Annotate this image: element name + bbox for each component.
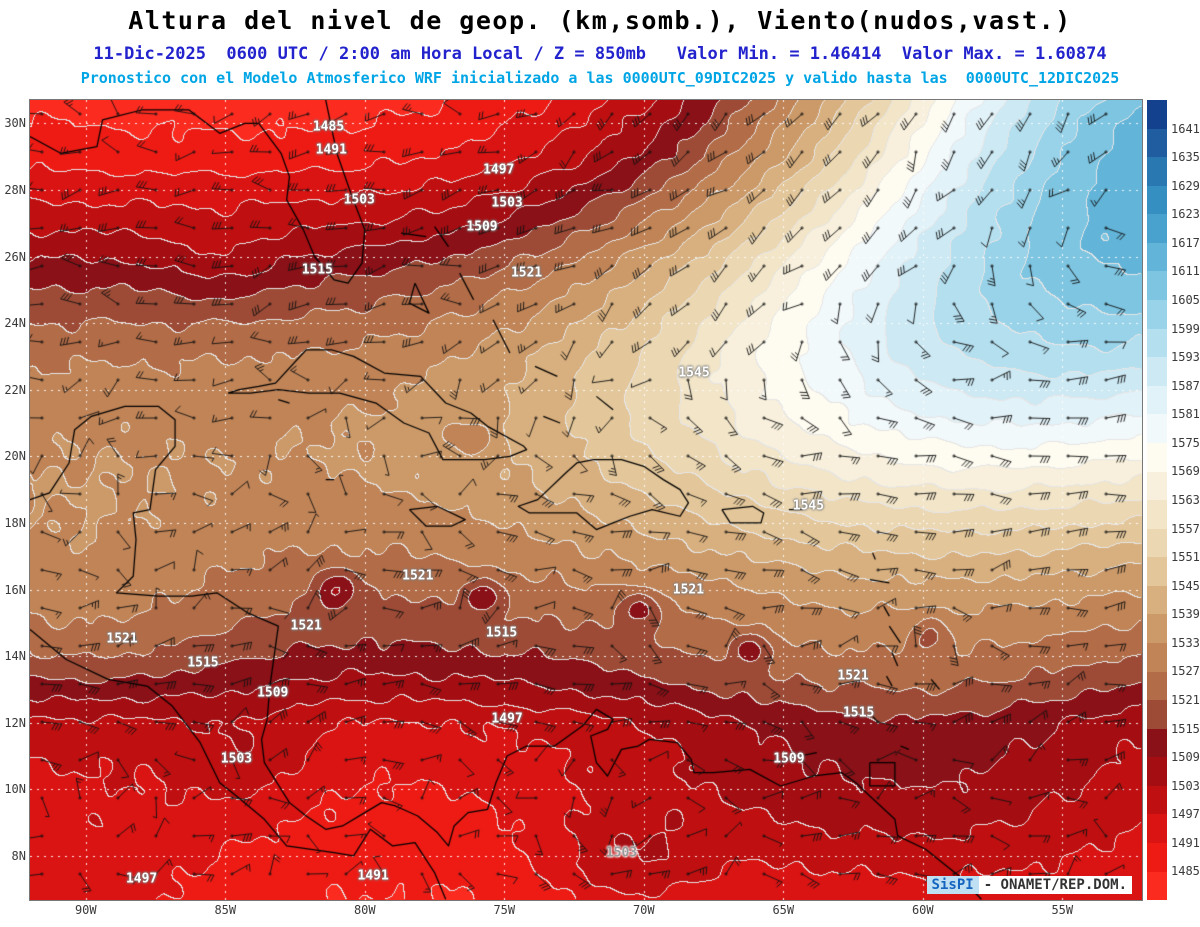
colorbar-cell — [1147, 157, 1167, 186]
lat-tick-label: 26N — [4, 249, 26, 264]
colorbar-cell — [1147, 471, 1167, 501]
lon-tick-label: 55W — [1051, 903, 1074, 917]
map-canvas — [30, 100, 1142, 900]
colorbar-tick-label: 1533 — [1171, 635, 1200, 650]
lat-tick-label: 30N — [4, 116, 26, 131]
colorbar-cell — [1147, 614, 1167, 643]
colorbar-cell — [1147, 757, 1167, 786]
colorbar-cell — [1147, 385, 1167, 415]
lon-tick-label: 80W — [353, 903, 376, 917]
colorbar-cell — [1147, 671, 1167, 701]
lon-tick-label: 90W — [74, 903, 97, 917]
colorbar-labels: 1641 1635 1629 1623 1617 1611 1605 1599 1593 1587… — [1171, 100, 1200, 900]
colorbar-tick-label: 1527 — [1171, 664, 1200, 679]
lat-tick-label: 10N — [4, 782, 26, 797]
colorbar-tick-label: 1551 — [1171, 550, 1200, 565]
colorbar-tick-label: 1545 — [1171, 578, 1200, 593]
lon-tick-label: 85W — [214, 903, 237, 917]
colorbar-tick-label: 1593 — [1171, 350, 1200, 365]
page-title: Altura del nivel de geop. (km,somb.), Vi… — [128, 6, 1072, 35]
lon-tick-label: 60W — [911, 903, 934, 917]
colorbar-cell — [1147, 128, 1167, 158]
lat-tick-label: 20N — [4, 449, 26, 464]
colorbar-cell — [1147, 871, 1167, 901]
colorbar-tick-label: 1515 — [1171, 721, 1200, 736]
lat-tick-label: 16N — [4, 582, 26, 597]
colorbar-tick-label: 1539 — [1171, 607, 1200, 622]
colorbar-tick-label: 1563 — [1171, 493, 1200, 507]
colorbar-tick-label: 1557 — [1171, 521, 1200, 536]
colorbar-cell — [1147, 357, 1167, 386]
colorbar-cell — [1147, 328, 1167, 358]
colorbar-tick-label: 1503 — [1171, 778, 1200, 793]
colorbar-cell — [1147, 785, 1167, 815]
colorbar-cell — [1147, 814, 1167, 844]
colorbar-cell — [1147, 557, 1167, 586]
colorbar-cell — [1147, 500, 1167, 529]
colorbar-cell — [1147, 100, 1167, 129]
colorbar-cell — [1147, 185, 1167, 215]
lat-tick-label: 22N — [4, 382, 26, 397]
watermark-text: - ONAMET/REP.DOM. — [978, 876, 1132, 894]
colorbar-tick-label: 1599 — [1171, 321, 1200, 336]
colorbar-tick-label: 1575 — [1171, 435, 1200, 450]
colorbar-tick-label: 1509 — [1171, 750, 1200, 765]
colorbar-tick-label: 1629 — [1171, 178, 1200, 193]
lat-tick-label: 18N — [4, 515, 26, 530]
colorbar-tick-label: 1623 — [1171, 207, 1200, 222]
subtitle-valid-time: 11-Dic-2025 0600 UTC / 2:00 am Hora Loca… — [93, 44, 1107, 64]
colorbar-cell — [1147, 528, 1167, 558]
lon-tick-label: 65W — [772, 903, 795, 917]
colorbar-tick-label: 1491 — [1171, 835, 1200, 850]
latitude-axis: 30N 28N 26N 24N 22N 20N 18N 16N 14N 12N 10N 8N — [0, 100, 28, 900]
colorbar-tick-label: 1635 — [1171, 150, 1200, 165]
colorbar-cell — [1147, 728, 1167, 758]
colorbar — [1147, 100, 1167, 901]
geopotential-height-map: 1485 1491 1497 1503 1503 1509 1515 1521 1545 1545… — [29, 99, 1143, 901]
colorbar-cell — [1147, 300, 1167, 329]
lat-tick-label: 8N — [11, 848, 26, 863]
colorbar-cell — [1147, 214, 1167, 243]
colorbar-tick-label: 1611 — [1171, 264, 1200, 279]
colorbar-cell — [1147, 414, 1167, 443]
colorbar-tick-label: 1521 — [1171, 693, 1200, 707]
colorbar-cell — [1147, 442, 1167, 472]
colorbar-tick-label: 1641 — [1171, 121, 1200, 136]
colorbar-tick-label: 1617 — [1171, 235, 1200, 250]
lon-tick-label: 70W — [632, 903, 655, 917]
colorbar-tick-label: 1485 — [1171, 864, 1200, 879]
lat-tick-label: 12N — [4, 715, 26, 730]
colorbar-cell — [1147, 585, 1167, 615]
longitude-axis: 90W 85W 80W 75W 70W 65W 60W 55W — [30, 903, 1142, 921]
subtitle-model-info: Pronostico con el Modelo Atmosferico WRF… — [80, 69, 1120, 87]
colorbar-cell — [1147, 271, 1167, 301]
colorbar-tick-label: 1497 — [1171, 807, 1200, 822]
lon-tick-label: 75W — [493, 903, 516, 917]
lat-tick-label: 14N — [4, 649, 26, 664]
colorbar-cell — [1147, 642, 1167, 672]
colorbar-tick-label: 1587 — [1171, 378, 1200, 393]
colorbar-tick-label: 1569 — [1171, 464, 1200, 479]
colorbar-tick-label: 1581 — [1171, 407, 1200, 422]
colorbar-cell — [1147, 700, 1167, 729]
lat-tick-label: 24N — [4, 316, 26, 331]
watermark: SisPI - ONAMET/REP.DOM. — [926, 876, 1132, 894]
colorbar-cell — [1147, 242, 1167, 272]
colorbar-tick-label: 1605 — [1171, 293, 1200, 307]
lat-tick-label: 28N — [4, 182, 26, 197]
colorbar-cell — [1147, 843, 1167, 872]
watermark-brand: SisPI — [926, 876, 979, 894]
